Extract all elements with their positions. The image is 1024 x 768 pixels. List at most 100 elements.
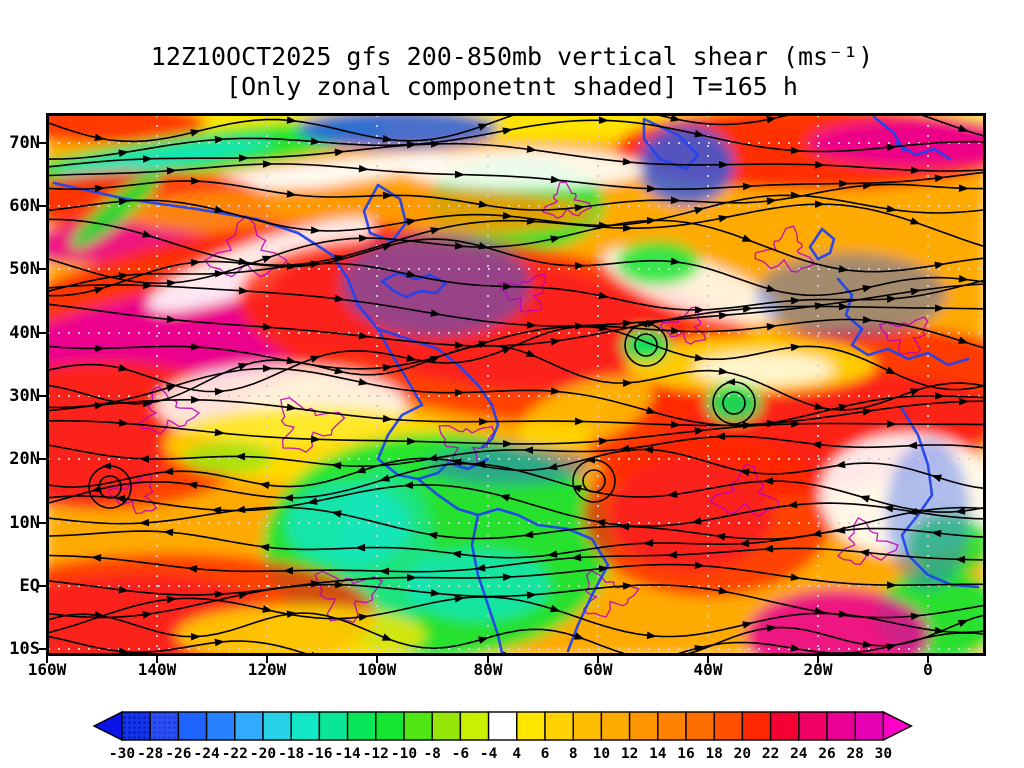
y-axis-label-10S: 10S bbox=[9, 639, 40, 659]
x-axis-tick bbox=[156, 656, 158, 663]
y-axis-label-50N: 50N bbox=[9, 259, 40, 279]
colorbar-tick-label: -10 bbox=[391, 746, 417, 762]
colorbar-tick-label: 28 bbox=[846, 746, 863, 762]
y-axis-tick bbox=[39, 648, 46, 650]
colorbar-cell bbox=[177, 711, 208, 741]
colorbar-cell bbox=[628, 711, 659, 741]
x-axis-tick bbox=[817, 656, 819, 663]
x-axis-label-0: 0 bbox=[923, 660, 933, 679]
colorbar-tick-label: -8 bbox=[423, 746, 440, 762]
colorbar-tick-label: 12 bbox=[621, 746, 638, 762]
colorbar-cell bbox=[769, 711, 800, 741]
colorbar-tick-label: -18 bbox=[278, 746, 304, 762]
colorbar-cell bbox=[431, 711, 462, 741]
colorbar-tick-label: 10 bbox=[593, 746, 610, 762]
colorbar-tick-label: -20 bbox=[250, 746, 276, 762]
title-block: 12Z10OCT2025 gfs 200-850mb vertical shea… bbox=[0, 42, 1024, 102]
x-axis-label-20W: 20W bbox=[803, 660, 833, 679]
y-axis-tick bbox=[39, 142, 46, 144]
colorbar-cell bbox=[826, 711, 856, 741]
colorbar-cell bbox=[403, 711, 433, 741]
colorbar-tick-label: -26 bbox=[165, 746, 191, 762]
y-axis-label-EQ: EQ bbox=[19, 576, 40, 596]
x-axis-tick bbox=[487, 656, 489, 663]
x-axis-label-40W: 40W bbox=[693, 660, 723, 679]
chart-title: 12Z10OCT2025 gfs 200-850mb vertical shea… bbox=[150, 42, 874, 71]
y-axis-label-60N: 60N bbox=[9, 196, 40, 216]
x-axis-tick bbox=[707, 656, 709, 663]
x-axis-label-120W: 120W bbox=[247, 660, 287, 679]
colorbar-cell bbox=[657, 711, 687, 741]
x-axis-tick bbox=[46, 656, 48, 663]
colorbar-tick-label: 30 bbox=[875, 746, 892, 762]
colorbar-tick-label: -24 bbox=[193, 746, 219, 762]
colorbar-tick-label: 22 bbox=[762, 746, 779, 762]
y-axis-label-10N: 10N bbox=[9, 513, 40, 533]
colorbar-tick-label: -12 bbox=[363, 746, 389, 762]
colorbar-arrow-right bbox=[882, 710, 913, 742]
shading-layer bbox=[48, 115, 984, 654]
chart-subtitle: [Only zonal componetnt shaded] T=165 h bbox=[226, 72, 798, 101]
colorbar-cell bbox=[375, 711, 405, 741]
colorbar-cell bbox=[459, 711, 490, 741]
colorbar-cell bbox=[346, 711, 377, 741]
y-axis-label-20N: 20N bbox=[9, 449, 40, 469]
colorbar-cell-pattern bbox=[122, 712, 151, 740]
colorbar-cell bbox=[798, 711, 828, 741]
colorbar-tick-label: -28 bbox=[137, 746, 163, 762]
colorbar-tick-label: 20 bbox=[734, 746, 751, 762]
colorbar-cell-pattern bbox=[150, 712, 179, 740]
x-axis-label-60W: 60W bbox=[583, 660, 613, 679]
colorbar-legend: -30 -28 -26 -24 -22 -20 -18 -16 -14 -12 -10 -8 -6 -4 4… bbox=[92, 710, 932, 766]
y-axis-tick bbox=[39, 332, 46, 334]
colorbar-tick-label: 6 bbox=[541, 746, 550, 762]
colorbar-tick-label: 18 bbox=[705, 746, 722, 762]
colorbar-cell bbox=[318, 711, 349, 741]
y-axis-tick bbox=[39, 522, 46, 524]
colorbar-tick-label: -30 bbox=[109, 746, 135, 762]
colorbar-tick-label: -4 bbox=[480, 746, 498, 762]
x-axis-tick bbox=[927, 656, 929, 663]
colorbar-tick-label: 26 bbox=[818, 746, 835, 762]
colorbar-cell bbox=[741, 711, 772, 741]
y-axis-tick bbox=[39, 205, 46, 207]
map-canvas bbox=[46, 113, 986, 656]
y-axis-label-70N: 70N bbox=[9, 133, 40, 153]
colorbar-tick-label: -16 bbox=[306, 746, 332, 762]
colorbar-tick-label: 14 bbox=[649, 746, 667, 762]
x-axis-label-140W: 140W bbox=[137, 660, 177, 679]
y-axis-tick bbox=[39, 458, 46, 460]
colorbar-cell bbox=[713, 711, 744, 741]
x-axis-label-160W: 160W bbox=[27, 660, 67, 679]
colorbar-tick-label: -6 bbox=[452, 746, 469, 762]
colorbar-tick-label: 24 bbox=[790, 746, 808, 762]
colorbar-tick-label: 4 bbox=[512, 746, 521, 762]
coastlines-layer bbox=[52, 115, 980, 654]
y-axis-tick bbox=[39, 395, 46, 397]
x-axis-tick bbox=[376, 656, 378, 663]
colorbar-cell bbox=[262, 711, 292, 741]
x-axis-tick bbox=[597, 656, 599, 663]
y-axis-tick bbox=[39, 268, 46, 270]
colorbar-tick-label: 16 bbox=[677, 746, 694, 762]
colorbar-cell bbox=[572, 711, 603, 741]
colorbar-cell bbox=[854, 711, 885, 741]
colorbar-cell bbox=[487, 711, 518, 741]
x-axis-label-80W: 80W bbox=[473, 660, 503, 679]
colorbar-cell bbox=[685, 711, 715, 741]
map-frame bbox=[46, 113, 986, 656]
x-axis-tick bbox=[266, 656, 268, 663]
colorbar-arrow-left bbox=[92, 710, 123, 742]
colorbar-cell bbox=[234, 711, 264, 741]
y-axis-label-30N: 30N bbox=[9, 386, 40, 406]
y-axis-label-40N: 40N bbox=[9, 323, 40, 343]
colorbar-cell bbox=[544, 711, 574, 741]
colorbar-tick-label: -22 bbox=[222, 746, 248, 762]
colorbar-cell bbox=[205, 711, 236, 741]
colorbar-cell bbox=[516, 711, 546, 741]
colorbar-cell bbox=[600, 711, 631, 741]
colorbar-cell bbox=[290, 711, 321, 741]
colorbar-tick-label: -14 bbox=[334, 746, 360, 762]
